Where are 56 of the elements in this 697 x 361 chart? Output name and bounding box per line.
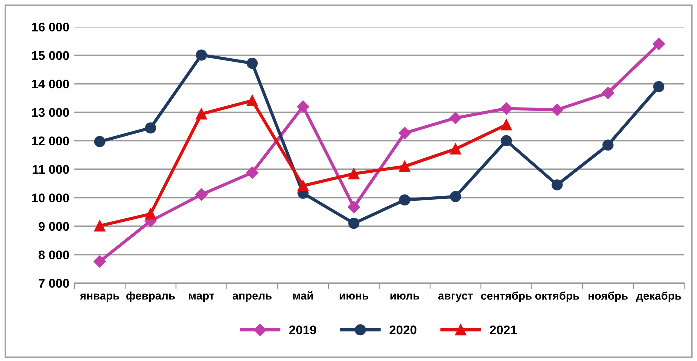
y-tick-label: 10 000	[32, 194, 70, 203]
legend-label: 2019	[289, 326, 316, 335]
point	[602, 87, 614, 100]
y-tick-label: 13 000	[32, 108, 70, 118]
x-tick-label: июнь	[340, 294, 369, 300]
point	[602, 140, 614, 151]
point	[399, 194, 410, 206]
point	[196, 50, 208, 61]
point	[653, 81, 665, 92]
legend-label: 2021	[490, 326, 518, 335]
x-tick-label: август	[438, 294, 474, 302]
point	[94, 256, 106, 268]
point	[298, 180, 309, 192]
y-tick-label: 9 000	[38, 222, 70, 232]
point	[196, 108, 208, 120]
x-tick-label: октябрь	[535, 292, 580, 302]
x-tick-label: декабрь	[636, 292, 682, 302]
point	[297, 100, 310, 113]
point	[348, 201, 360, 214]
point	[145, 208, 156, 220]
point	[145, 122, 156, 134]
x-tick-label: май	[294, 292, 314, 300]
point	[450, 191, 462, 202]
y-tick-label: 12 000	[32, 136, 70, 146]
legend-label: 2020	[390, 326, 417, 335]
y-tick-label: 7 000	[38, 279, 70, 288]
point	[94, 136, 106, 148]
point	[246, 166, 259, 179]
point	[501, 119, 512, 131]
point	[398, 127, 412, 140]
point	[348, 168, 360, 180]
x-tick-label: февраль	[126, 292, 176, 302]
point	[246, 95, 258, 106]
y-tick-label: 8 000	[38, 250, 70, 260]
point	[552, 180, 563, 191]
point	[450, 144, 462, 155]
x-tick-label: сентябрь	[481, 292, 532, 302]
point	[500, 102, 513, 115]
x-tick-label: апрель	[232, 294, 272, 302]
point	[246, 58, 258, 70]
x-tick-label: январь	[80, 294, 120, 302]
point	[652, 38, 666, 50]
y-tick-label: 15 000	[32, 51, 70, 60]
point	[399, 161, 410, 172]
point	[501, 135, 512, 147]
point	[450, 112, 462, 124]
point	[348, 218, 360, 230]
x-tick-label: ноябрь	[588, 292, 628, 302]
y-tick-label: 11 000	[32, 165, 70, 174]
point	[94, 220, 106, 232]
y-tick-label: 14 000	[32, 80, 70, 89]
point	[551, 104, 564, 116]
point	[196, 188, 208, 201]
x-tick-label: март	[189, 294, 214, 302]
y-tick-label: 16 000	[32, 22, 70, 32]
x-tick-label: июль	[390, 294, 420, 300]
